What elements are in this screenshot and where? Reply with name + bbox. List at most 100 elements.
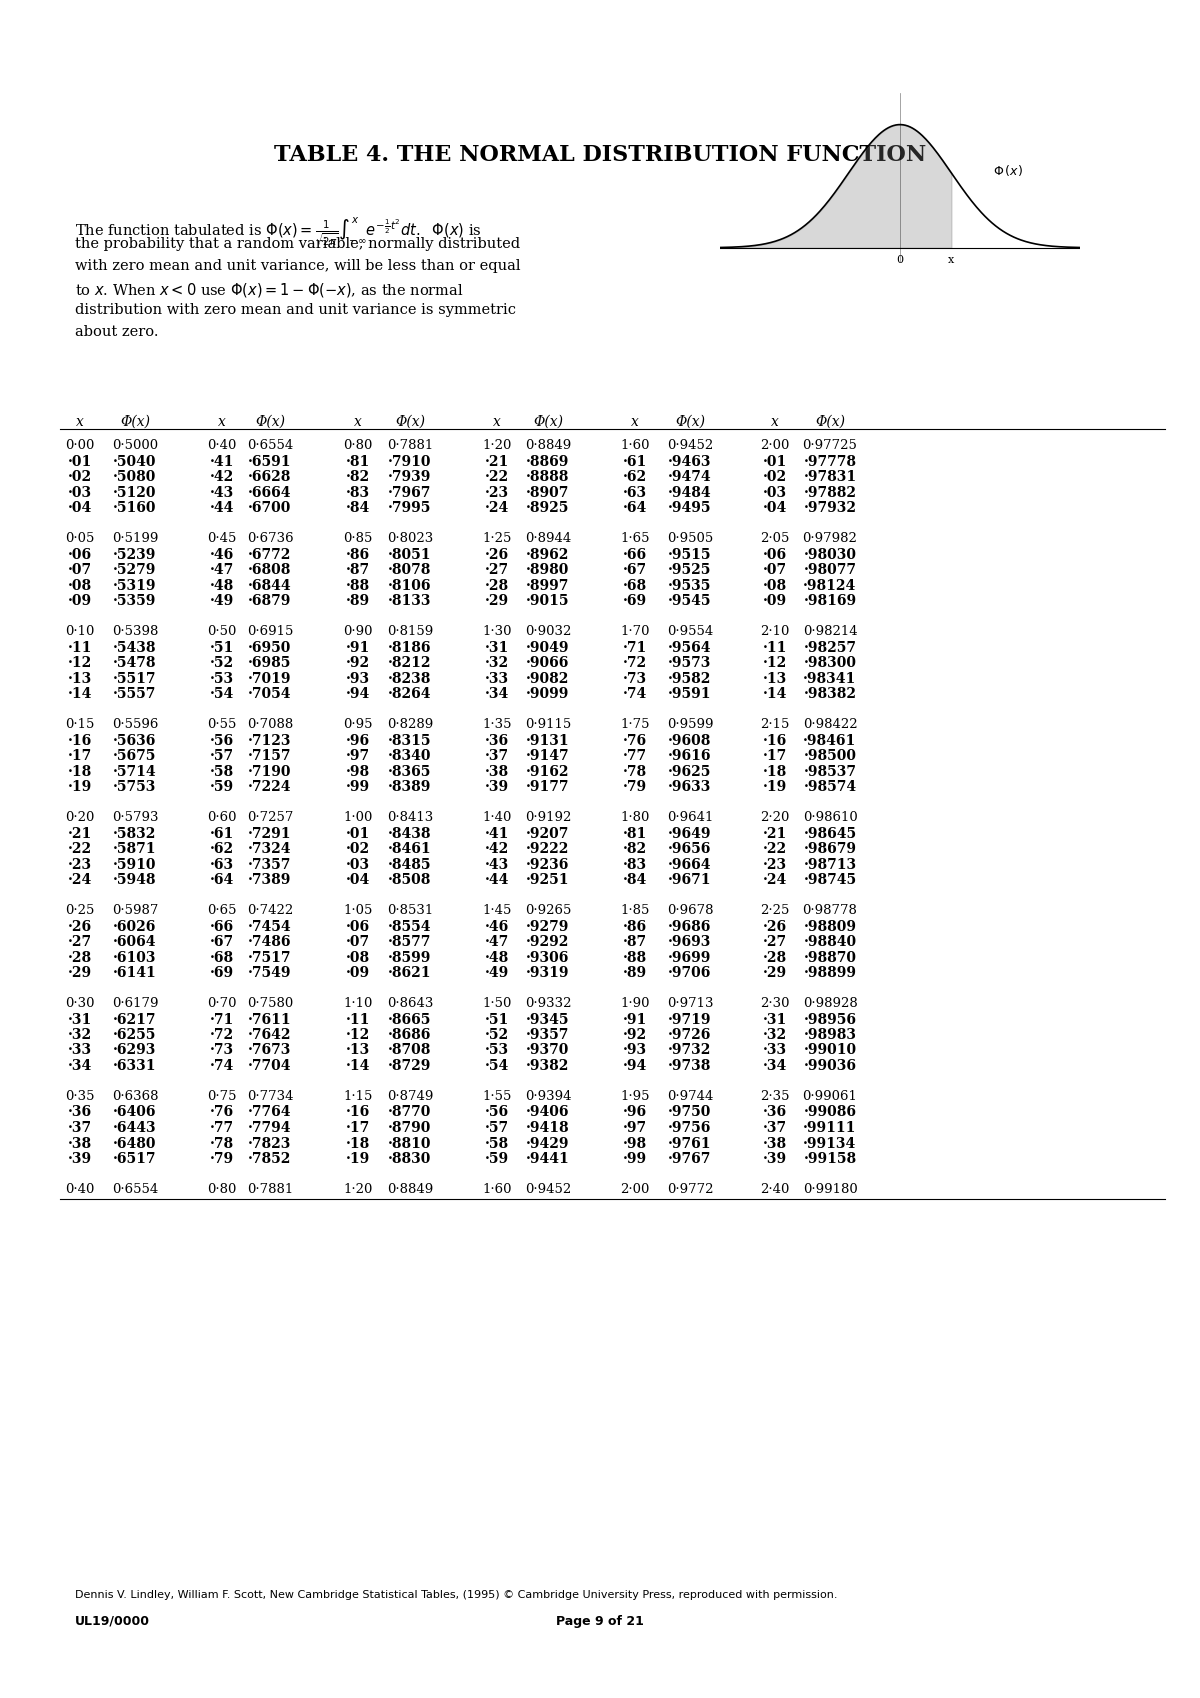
Text: ·7224: ·7224: [248, 779, 292, 795]
Text: ·9515: ·9515: [668, 547, 712, 562]
Text: ·83: ·83: [623, 857, 647, 871]
Text: 0·8289: 0·8289: [386, 718, 433, 732]
Text: ·16: ·16: [346, 1105, 370, 1119]
Text: ·56: ·56: [485, 1105, 509, 1119]
Text: ·6628: ·6628: [248, 470, 292, 484]
Text: ·98500: ·98500: [804, 749, 857, 762]
Text: ·03: ·03: [763, 486, 787, 499]
Text: ·53: ·53: [485, 1044, 509, 1058]
Text: ·34: ·34: [485, 688, 509, 701]
Text: ·37: ·37: [68, 1121, 92, 1134]
Text: ·22: ·22: [485, 470, 509, 484]
Text: about zero.: about zero.: [74, 324, 158, 340]
Text: ·9066: ·9066: [527, 655, 570, 671]
Text: ·9251: ·9251: [527, 873, 570, 886]
Text: ·8980: ·8980: [527, 564, 570, 577]
Text: ·9573: ·9573: [668, 655, 712, 671]
Text: 1·15: 1·15: [343, 1090, 373, 1104]
Text: ·9686: ·9686: [668, 920, 712, 934]
Text: ·9357: ·9357: [527, 1027, 570, 1043]
Text: Page 9 of 21: Page 9 of 21: [556, 1615, 644, 1628]
Text: ·38: ·38: [485, 764, 509, 778]
Text: 0·6368: 0·6368: [112, 1090, 158, 1104]
Text: 0·9772: 0·9772: [667, 1184, 713, 1195]
Text: ·11: ·11: [763, 640, 787, 654]
Text: 0·85: 0·85: [343, 531, 373, 545]
Text: ·8810: ·8810: [389, 1136, 432, 1151]
Text: 0·6554: 0·6554: [112, 1184, 158, 1195]
Text: 0·8413: 0·8413: [386, 812, 433, 824]
Text: ·28: ·28: [485, 579, 509, 593]
Text: to $x$. When $x < 0$ use $\Phi(x) = 1 - \Phi(-x)$, as the normal: to $x$. When $x < 0$ use $\Phi(x) = 1 - …: [74, 280, 463, 299]
Text: with zero mean and unit variance, will be less than or equal: with zero mean and unit variance, will b…: [74, 260, 521, 273]
Text: ·28: ·28: [68, 951, 92, 964]
Text: x: x: [76, 414, 84, 430]
Text: 0·98214: 0·98214: [803, 625, 857, 638]
Text: ·9279: ·9279: [527, 920, 570, 934]
Text: 0·5000: 0·5000: [112, 440, 158, 452]
Text: ·9693: ·9693: [668, 936, 712, 949]
Text: 0·9505: 0·9505: [667, 531, 713, 545]
Text: ·5871: ·5871: [113, 842, 157, 856]
Text: 0·5793: 0·5793: [112, 812, 158, 824]
Text: ·5636: ·5636: [113, 734, 157, 747]
Text: ·18: ·18: [346, 1136, 370, 1151]
Text: 0·80: 0·80: [343, 440, 373, 452]
Text: ·02: ·02: [68, 470, 92, 484]
Text: ·5319: ·5319: [113, 579, 157, 593]
Text: ·09: ·09: [763, 594, 787, 608]
Text: ·98077: ·98077: [804, 564, 857, 577]
Text: 1·60: 1·60: [482, 1184, 511, 1195]
Text: ·9591: ·9591: [668, 688, 712, 701]
Text: ·5040: ·5040: [113, 455, 157, 469]
Text: ·98537: ·98537: [804, 764, 857, 778]
Text: ·6664: ·6664: [248, 486, 292, 499]
Text: ·5120: ·5120: [113, 486, 157, 499]
Text: ·9147: ·9147: [526, 749, 570, 762]
Text: ·5160: ·5160: [113, 501, 157, 514]
Text: x: x: [493, 414, 500, 430]
Text: ·97831: ·97831: [804, 470, 857, 484]
Text: ·9406: ·9406: [527, 1105, 570, 1119]
Text: ·84: ·84: [623, 873, 647, 886]
Text: ·08: ·08: [68, 579, 92, 593]
Text: ·19: ·19: [763, 779, 787, 795]
Text: ·06: ·06: [763, 547, 787, 562]
Text: ·29: ·29: [763, 966, 787, 980]
Text: ·9082: ·9082: [527, 671, 570, 686]
Text: ·87: ·87: [623, 936, 647, 949]
Text: ·77: ·77: [623, 749, 647, 762]
Text: ·38: ·38: [68, 1136, 92, 1151]
Text: ·8340: ·8340: [389, 749, 432, 762]
Text: ·38: ·38: [763, 1136, 787, 1151]
Text: ·98809: ·98809: [804, 920, 857, 934]
Text: ·9236: ·9236: [527, 857, 570, 871]
Text: 1·05: 1·05: [343, 903, 373, 917]
Text: ·36: ·36: [68, 1105, 92, 1119]
Text: Φ(x): Φ(x): [815, 414, 845, 430]
Text: ·93: ·93: [623, 1044, 647, 1058]
Text: ·57: ·57: [210, 749, 234, 762]
Text: 0·40: 0·40: [65, 1184, 95, 1195]
Text: 1·75: 1·75: [620, 718, 649, 732]
Text: ·39: ·39: [763, 1151, 787, 1167]
Text: ·62: ·62: [210, 842, 234, 856]
Text: ·98382: ·98382: [804, 688, 857, 701]
Text: ·57: ·57: [485, 1121, 509, 1134]
Text: ·64: ·64: [623, 501, 647, 514]
Text: ·99: ·99: [623, 1151, 647, 1167]
Text: ·7673: ·7673: [248, 1044, 292, 1058]
Text: ·43: ·43: [210, 486, 234, 499]
Text: ·37: ·37: [763, 1121, 787, 1134]
Text: 1·55: 1·55: [482, 1090, 511, 1104]
Text: ·6700: ·6700: [248, 501, 292, 514]
Text: ·19: ·19: [68, 779, 92, 795]
Text: ·51: ·51: [210, 640, 234, 654]
Text: ·82: ·82: [623, 842, 647, 856]
Text: x: x: [772, 414, 779, 430]
Text: ·04: ·04: [68, 501, 92, 514]
Text: ·58: ·58: [485, 1136, 509, 1151]
Text: 0·9032: 0·9032: [524, 625, 571, 638]
Text: ·9616: ·9616: [668, 749, 712, 762]
Text: ·9719: ·9719: [668, 1012, 712, 1027]
